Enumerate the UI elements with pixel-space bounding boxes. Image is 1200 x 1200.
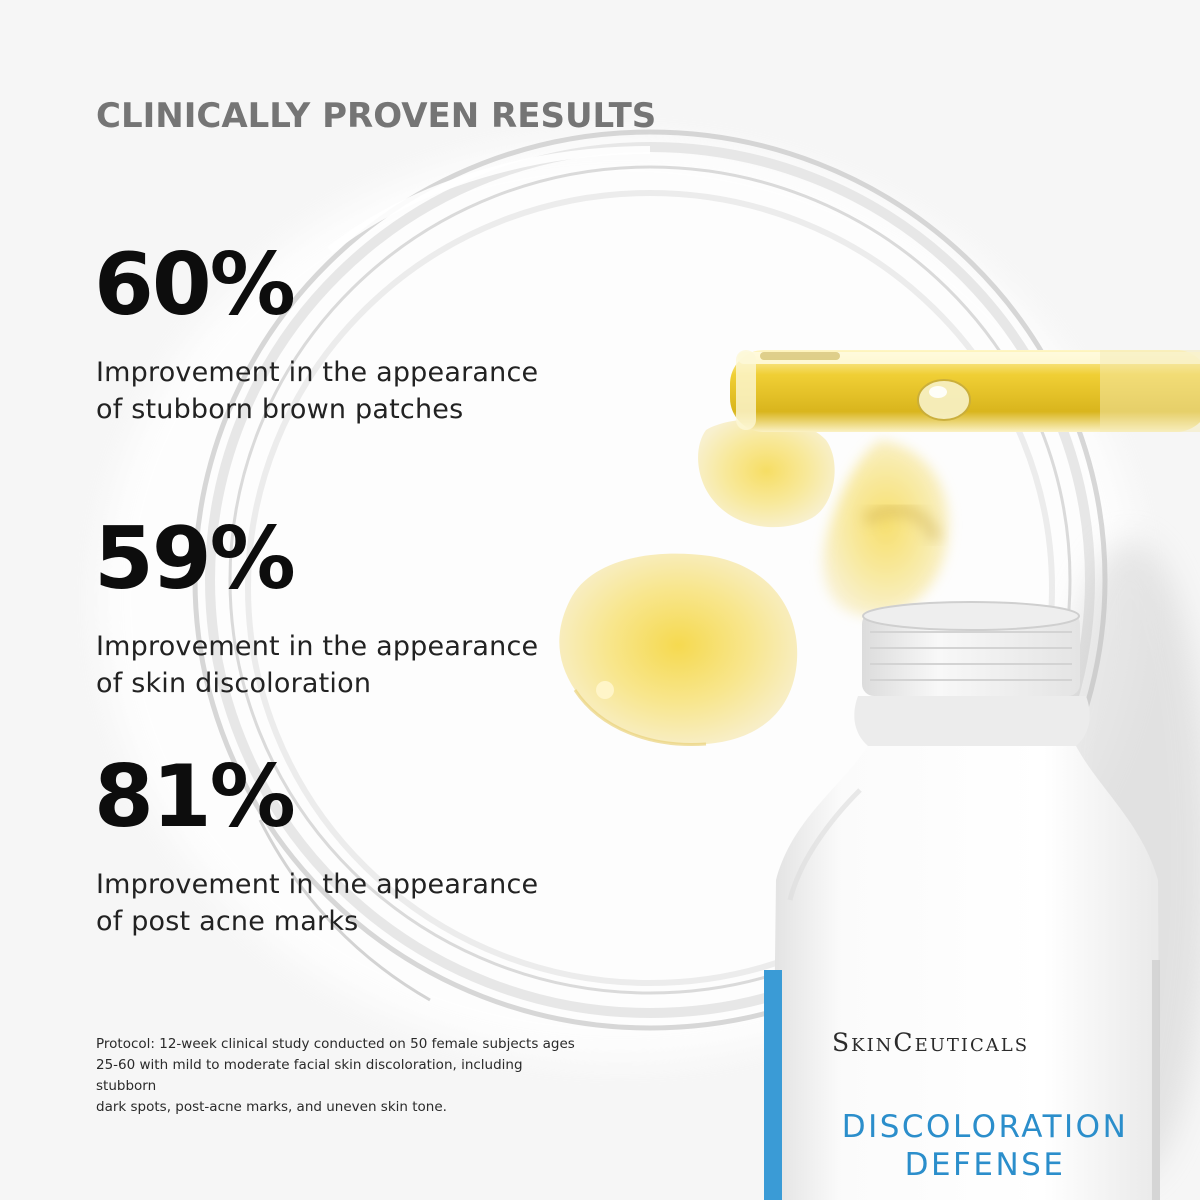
stat-description-line: Improvement in the appearance [96,357,539,388]
serum-bottle [764,601,1160,1200]
stat-description-line: Improvement in the appearance [96,869,539,900]
protocol-line: Protocol: 12-week clinical study conduct… [96,1036,575,1052]
stat-value-post-acne-marks: 81% [94,747,296,847]
product-name: DISCOLORATION DEFENSE [830,1108,1140,1184]
stat-description-post-acne-marks: Improvement in the appearance of post ac… [96,866,566,940]
pipette [730,350,1200,432]
stat-description-line: of skin discoloration [96,668,372,699]
protocol-line: 25-60 with mild to moderate facial skin … [96,1057,523,1094]
product-name-line: DISCOLORATION [841,1109,1129,1145]
stat-value-skin-discoloration: 59% [94,509,296,609]
stat-description-line: of stubborn brown patches [96,394,464,425]
stat-description-line: of post acne marks [96,906,359,937]
protocol-line: dark spots, post-acne marks, and uneven … [96,1099,447,1115]
product-name-line: DEFENSE [904,1147,1066,1183]
study-protocol-note: Protocol: 12-week clinical study conduct… [96,1034,586,1118]
bottle-label-stripe [764,970,782,1200]
serum-droplets [559,418,949,746]
page-title: CLINICALLY PROVEN RESULTS [96,96,657,136]
stat-description-skin-discoloration: Improvement in the appearance of skin di… [96,628,566,702]
brand-logo-text: SkinCeuticals [832,1028,1030,1057]
stat-description-line: Improvement in the appearance [96,631,539,662]
stat-value-brown-patches: 60% [94,235,296,335]
stat-description-brown-patches: Improvement in the appearance of stubbor… [96,354,566,428]
